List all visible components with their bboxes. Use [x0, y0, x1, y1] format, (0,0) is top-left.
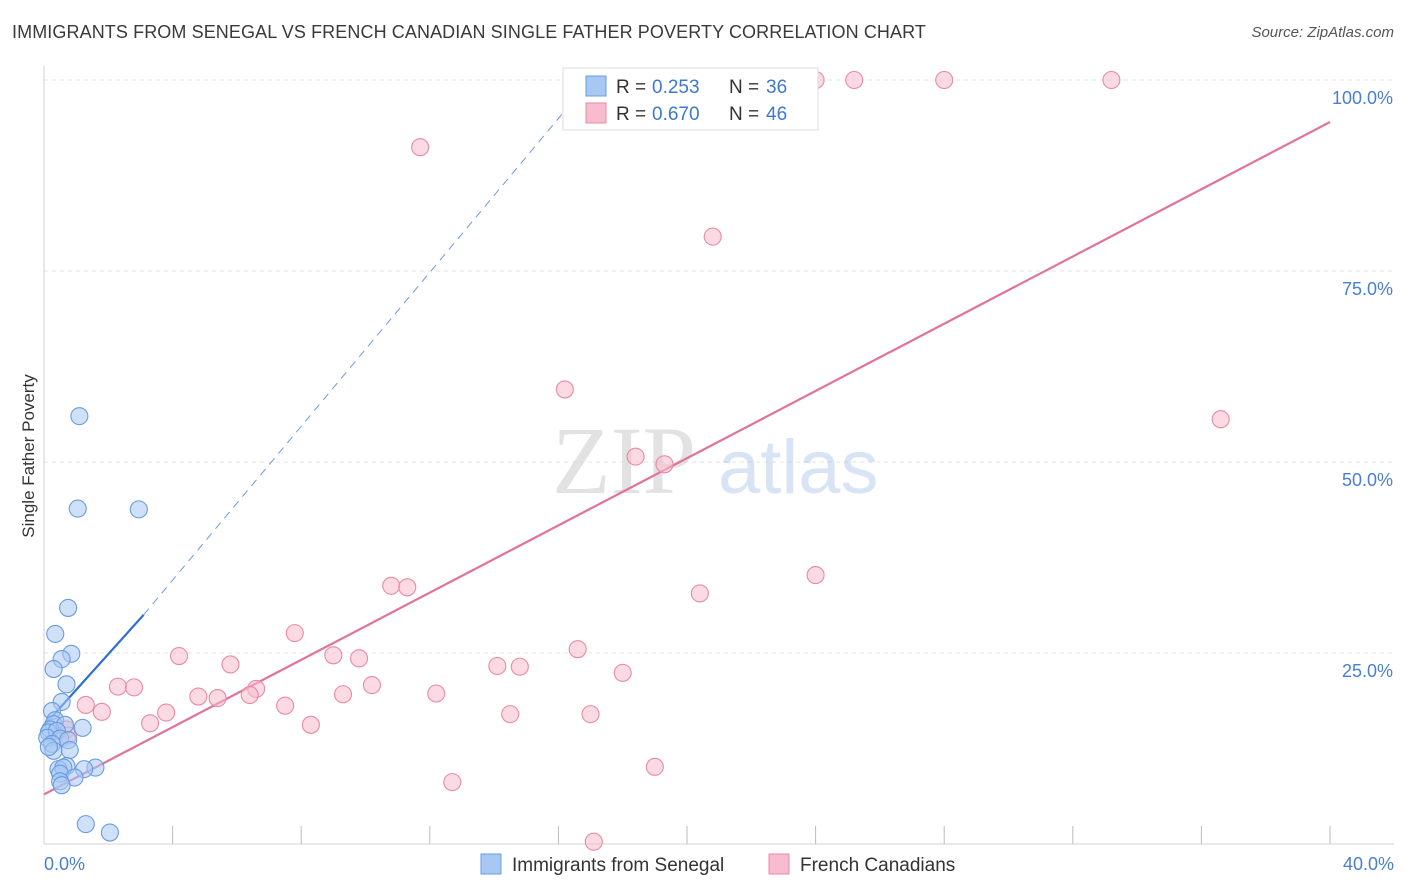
point-s1-20: [221, 655, 240, 674]
point-s1-24: [108, 677, 127, 696]
gridlines: [44, 79, 1394, 654]
point-s1-17: [324, 646, 343, 665]
point-s0-8: [57, 675, 76, 694]
point-s1-35: [92, 702, 111, 721]
point-s1-7: [555, 380, 574, 399]
watermark-atlas: atlas: [718, 425, 879, 510]
point-s1-30: [208, 689, 227, 708]
point-s1-11: [806, 566, 825, 585]
point-s1-29: [189, 687, 208, 706]
legend-n-value-1: 36: [766, 77, 787, 98]
point-s1-3: [935, 70, 954, 90]
trend-line-1: [43, 121, 1331, 796]
series-legend: Immigrants from Senegal French Canadians: [480, 853, 955, 876]
source-credit: Source: ZipAtlas.com: [1251, 24, 1394, 41]
watermark-zip: ZIP: [552, 407, 696, 514]
series-legend-label-french-canadians: French Canadians: [800, 855, 955, 876]
point-s1-18: [350, 649, 369, 668]
point-s1-5: [411, 138, 430, 157]
point-s1-31: [240, 685, 259, 705]
chart-title: IMMIGRANTS FROM SENEGAL VS FRENCH CANADI…: [12, 22, 926, 42]
point-s1-38: [581, 705, 600, 724]
x-ticks: [172, 826, 1331, 844]
point-s0-24: [60, 740, 79, 760]
point-s1-36: [157, 703, 176, 722]
y-tick-label-0: 25.0%: [1342, 661, 1393, 681]
point-s1-14: [690, 584, 709, 603]
legend-r-value-2: 0.670: [652, 104, 700, 125]
point-s0-23: [39, 737, 58, 757]
legend-n-value-2: 46: [766, 104, 787, 125]
x-tick-label-max: 40.0%: [1343, 854, 1394, 874]
y-axis-label: Single Father Poverty: [19, 374, 38, 538]
legend-n-label-2: N =: [729, 104, 759, 125]
point-s1-43: [645, 757, 664, 776]
legend-n-label-1: N =: [729, 77, 759, 98]
point-s1-44: [443, 773, 462, 792]
point-s0-1: [68, 499, 87, 518]
point-s0-34: [76, 815, 95, 834]
point-s0-14: [73, 718, 92, 737]
point-s0-2: [129, 500, 148, 519]
point-s0-4: [46, 624, 65, 643]
series-legend-swatch-senegal: [480, 853, 502, 875]
point-s1-9: [626, 447, 645, 466]
x-tick-label-min: 0.0%: [44, 854, 85, 874]
point-s1-8: [1211, 410, 1230, 429]
point-s1-10: [655, 455, 674, 474]
point-s0-7: [44, 659, 63, 679]
point-s1-4: [1102, 70, 1121, 90]
point-s1-33: [76, 695, 95, 715]
legend-swatch-senegal: [585, 75, 607, 97]
point-s1-45: [584, 832, 603, 851]
legend-r-label-1: R =: [616, 77, 646, 98]
point-s1-6: [703, 227, 722, 246]
point-s1-28: [427, 684, 446, 703]
point-s1-15: [169, 647, 189, 666]
point-s1-19: [568, 640, 587, 659]
point-s0-0: [70, 407, 89, 426]
point-s0-35: [100, 823, 119, 842]
series-legend-label-senegal: Immigrants from Senegal: [512, 855, 724, 876]
data-points: [38, 70, 1230, 851]
point-s1-39: [141, 714, 160, 733]
y-tick-label-1: 50.0%: [1342, 470, 1393, 490]
point-s1-13: [398, 578, 417, 597]
point-s1-40: [301, 715, 320, 734]
y-tick-label-2: 75.0%: [1342, 279, 1393, 299]
point-s1-12: [382, 576, 401, 595]
point-s1-21: [488, 656, 507, 676]
point-s1-23: [613, 663, 632, 682]
point-s1-32: [333, 685, 353, 704]
point-s1-25: [124, 678, 144, 697]
point-s1-2: [845, 70, 864, 90]
legend-r-value-1: 0.253: [652, 77, 700, 98]
point-s0-3: [59, 598, 78, 617]
stats-legend: R = 0.253 N = 36 R = 0.670 N = 46: [562, 67, 819, 131]
point-s1-27: [362, 676, 381, 695]
watermark: ZIP atlas: [552, 407, 879, 514]
point-s1-37: [501, 705, 520, 724]
point-s1-16: [285, 624, 304, 643]
series-legend-swatch-french-canadians: [768, 853, 790, 875]
legend-swatch-french-canadians: [585, 102, 607, 124]
y-tick-labels: 25.0% 50.0% 75.0% 100.0%: [1332, 88, 1393, 681]
point-s1-34: [276, 696, 295, 715]
point-s1-22: [510, 657, 529, 676]
trend-extension-0: [143, 79, 591, 616]
point-s0-33: [52, 776, 71, 795]
y-tick-label-3: 100.0%: [1332, 88, 1393, 108]
legend-r-label-2: R =: [616, 104, 646, 125]
